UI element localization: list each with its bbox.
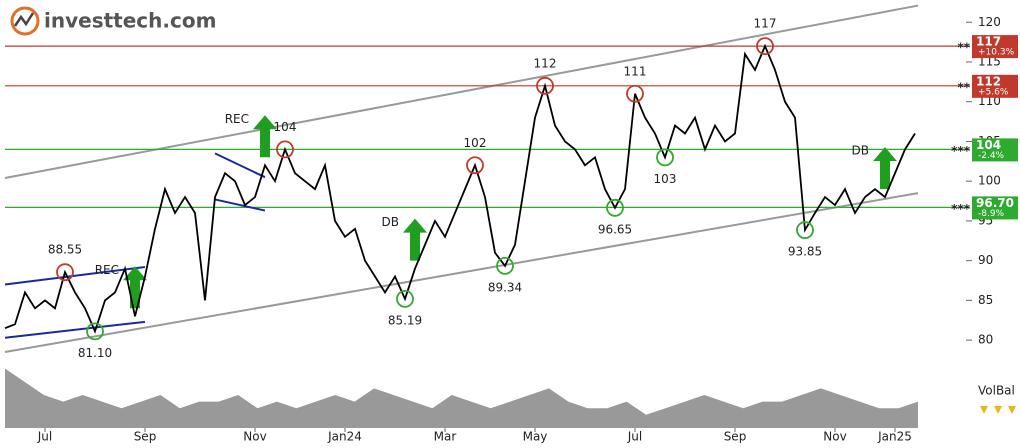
extreme-marker (276, 140, 294, 159)
logo-icon (13, 12, 35, 27)
trend-line (4, 266, 146, 286)
signal-label: DB (382, 215, 399, 229)
volume-icon (980, 406, 1016, 414)
y-tick-label: 90 (978, 253, 993, 267)
extreme-marker (56, 263, 74, 282)
channel-line (4, 192, 919, 354)
x-tick-label: Jul (627, 430, 642, 444)
logo: investtech.com (44, 9, 216, 33)
signal-arrow (123, 266, 147, 309)
y-tick-label: 85 (978, 293, 993, 307)
extreme-label: 88.55 (48, 243, 82, 257)
x-tick-label: Sep (134, 430, 157, 444)
y-tick-label: 80 (978, 333, 993, 347)
signal-label: REC (95, 263, 119, 277)
y-tick-label: 100 (978, 174, 1001, 188)
level-stars: ** (957, 80, 970, 94)
extreme-marker (536, 76, 554, 95)
price-line (4, 43, 916, 334)
level-change: -8.9% (978, 209, 1005, 219)
level-box (972, 138, 1018, 162)
level-label: 96.70 (976, 196, 1014, 210)
x-tick-label: Jan25 (877, 430, 912, 444)
trend-line (214, 152, 266, 179)
extreme-marker (496, 256, 514, 275)
level-box (972, 74, 1018, 98)
extreme-marker (396, 289, 414, 308)
level-change: +10.3% (978, 48, 1015, 58)
x-tick-label: Mar (434, 430, 457, 444)
x-tick-label: Nov (823, 430, 846, 444)
level-change: +5.6% (978, 87, 1009, 97)
level-label: 104 (976, 138, 1001, 152)
extreme-label: 89.34 (488, 280, 522, 294)
y-tick-label: 120 (978, 15, 1001, 29)
extreme-label: 103 (654, 172, 677, 186)
extreme-label: 81.10 (78, 346, 112, 360)
extreme-marker (756, 37, 774, 55)
signal-arrow (403, 218, 427, 261)
extreme-marker (466, 156, 484, 175)
extreme-label: 112 (534, 56, 557, 70)
x-tick-label: Nov (243, 430, 266, 444)
level-label: 117 (976, 35, 1001, 49)
signal-arrow (253, 115, 277, 158)
extreme-label: 85.19 (388, 313, 422, 327)
extreme-marker (656, 148, 674, 167)
extreme-label: 102 (464, 136, 487, 150)
plot: 80859095100105110115120RECRECDBDB88.5581… (4, 4, 1018, 444)
level-box (972, 196, 1018, 220)
extreme-marker (796, 221, 814, 239)
x-tick-label: Jul (37, 430, 52, 444)
x-tick-label: May (523, 430, 548, 444)
level-change: -2.4% (978, 151, 1005, 161)
extreme-label: 111 (624, 64, 647, 78)
level-label: 112 (976, 74, 1001, 88)
level-stars: *** (951, 202, 971, 216)
logo-icon (10, 6, 40, 36)
level-stars: ** (957, 41, 970, 55)
signal-label: REC (225, 112, 249, 126)
extreme-label: 96.65 (598, 222, 632, 236)
extreme-label: 117 (754, 17, 777, 31)
extreme-marker (606, 198, 624, 217)
trend-line (214, 198, 266, 212)
level-stars: *** (951, 144, 971, 158)
extreme-marker (86, 322, 104, 341)
trend-line (4, 320, 146, 339)
extreme-label: 93.85 (788, 245, 822, 259)
logo-bg (4, 4, 226, 40)
level-box (972, 35, 1018, 59)
volume-balance (5, 368, 918, 428)
extreme-marker (626, 84, 644, 103)
volume-label: VolBal (978, 384, 1015, 398)
extreme-label: 104 (274, 120, 297, 134)
x-tick-label: Sep (724, 430, 747, 444)
signal-arrow (873, 147, 897, 190)
signal-label: DB (852, 144, 869, 158)
x-tick-label: Jan24 (327, 430, 362, 444)
